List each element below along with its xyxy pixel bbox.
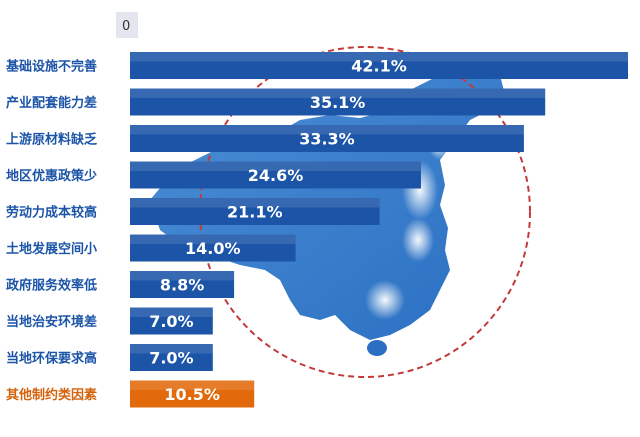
bar-highlight [130, 198, 380, 208]
value-label: 8.8% [160, 276, 204, 295]
category-label: 基础设施不完善 [5, 59, 97, 75]
value-label: 24.6% [248, 166, 304, 185]
bar [130, 271, 235, 298]
bar [130, 161, 421, 189]
category-label: 土地发展空间小 [6, 241, 97, 257]
bar-highlight [130, 88, 546, 98]
bars-layer: 基础设施不完善 42.1% 产业配套能力差 35.1% 上游原材料缺乏 33.3% 地区优惠… [5, 52, 628, 408]
category-label: 当地治安环境差 [6, 314, 97, 330]
category-label: 劳动力成本较高 [6, 205, 97, 221]
category-label: 其他制约类因素 [6, 387, 97, 403]
value-label: 21.1% [227, 203, 283, 222]
value-label: 42.1% [351, 57, 407, 76]
x-axis-zero: 0 [116, 12, 138, 38]
bar [130, 125, 524, 152]
dashed-circle [199, 46, 531, 378]
category-label: 地区优惠政策少 [6, 168, 97, 184]
category-label: 上游原材料缺乏 [6, 132, 97, 148]
bar-highlight [130, 234, 296, 244]
bar-highlight [130, 344, 213, 354]
bar-highlight [130, 380, 255, 390]
bar [130, 234, 296, 262]
category-label: 当地环保要求高 [6, 351, 97, 367]
bar-highlight [130, 125, 524, 135]
category-label: 产业配套能力差 [6, 95, 97, 111]
value-label: 33.3% [299, 130, 355, 149]
value-label: 7.0% [149, 349, 193, 368]
bar-highlight [130, 307, 213, 317]
bar-highlight [130, 271, 235, 281]
value-label: 7.0% [149, 312, 193, 331]
bar [130, 52, 628, 79]
value-label: 35.1% [310, 93, 366, 112]
bar-highlight [130, 161, 421, 171]
bar [130, 344, 213, 371]
watermark-text: 头条 @首席供应链官 [478, 406, 599, 422]
bar [130, 88, 546, 116]
bar-highlight [130, 52, 628, 62]
bar [130, 307, 213, 335]
value-label: 14.0% [185, 239, 241, 258]
value-label: 10.5% [164, 385, 220, 404]
x-tick-label: 0 [122, 19, 130, 34]
bar [130, 380, 255, 408]
bar [130, 198, 380, 225]
category-label: 政府服务效率低 [6, 278, 97, 294]
